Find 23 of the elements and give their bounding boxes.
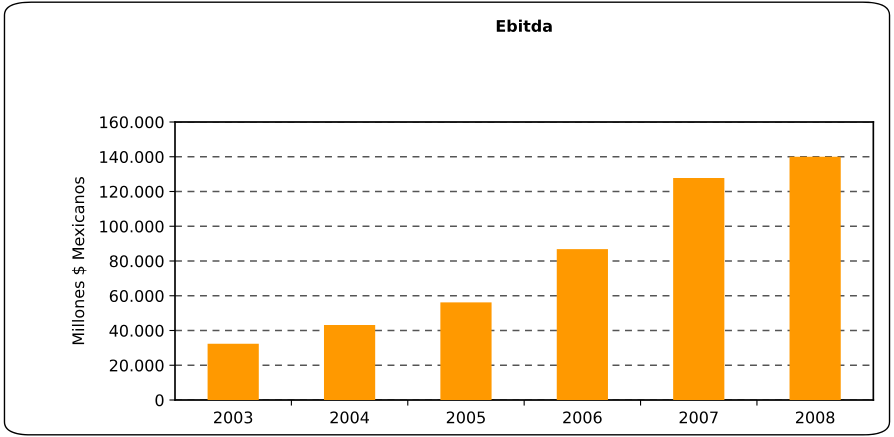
y-axis-title: Millones $ Mexicanos (72, 177, 86, 344)
x-tick-label: 2008 (796, 411, 834, 424)
y-tick-label: 0 (155, 394, 164, 406)
x-tick-label: 2006 (563, 411, 602, 424)
x-tick-label: 2005 (446, 411, 485, 424)
y-tick-label: 120.000 (100, 186, 164, 198)
x-tick-label: 2004 (330, 411, 370, 424)
bar (324, 324, 376, 400)
x-tick-label: 2003 (214, 411, 252, 424)
y-tick-label: 160.000 (100, 116, 164, 128)
x-tick-label: 2007 (680, 411, 718, 424)
y-tick-label: 100.000 (100, 220, 164, 233)
bar (790, 156, 841, 400)
bar (673, 178, 724, 400)
y-tick-label: 40.000 (109, 324, 164, 337)
y-tick-label: 60.000 (110, 290, 164, 302)
bar (556, 249, 608, 400)
y-tick-label: 140.000 (100, 150, 164, 164)
bar (208, 344, 259, 400)
chart-title: Ebitda (496, 20, 552, 32)
bar (440, 302, 492, 400)
y-tick-label: 20.000 (110, 359, 164, 372)
y-tick-label: 80.000 (110, 255, 164, 268)
